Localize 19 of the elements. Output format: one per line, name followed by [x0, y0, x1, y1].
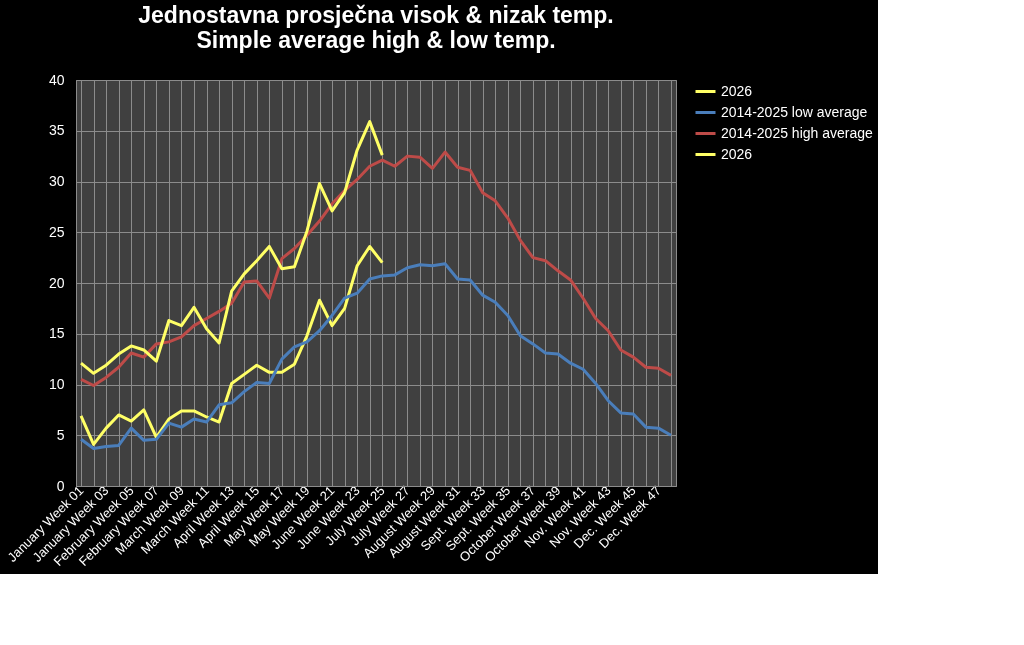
line-series	[79, 244, 384, 446]
y-tick-label: 40	[48, 71, 65, 88]
y-tick-label: 0	[56, 477, 65, 494]
y-tick-label: 5	[56, 426, 65, 443]
y-tick-label: 30	[48, 173, 65, 189]
y-tick-label: 20	[48, 274, 65, 291]
y-tick-label: 25	[48, 223, 65, 240]
line-series	[79, 150, 673, 388]
y-tick-label: 15	[48, 325, 65, 342]
line-series	[79, 120, 384, 375]
text: Simple average high & low temp.	[196, 27, 556, 53]
legend-label: 2026	[721, 82, 753, 99]
y-tick-label: 10	[48, 376, 65, 392]
legend-label: 2014-2025 low average	[721, 103, 868, 120]
legend-label: 2014-2025 high average	[721, 124, 874, 141]
y-tick-label: 35	[48, 122, 65, 139]
legend-label: 2026	[721, 145, 753, 162]
text: Jednostavna prosječna visok & nizak temp.	[138, 2, 614, 28]
line-series	[79, 262, 673, 450]
